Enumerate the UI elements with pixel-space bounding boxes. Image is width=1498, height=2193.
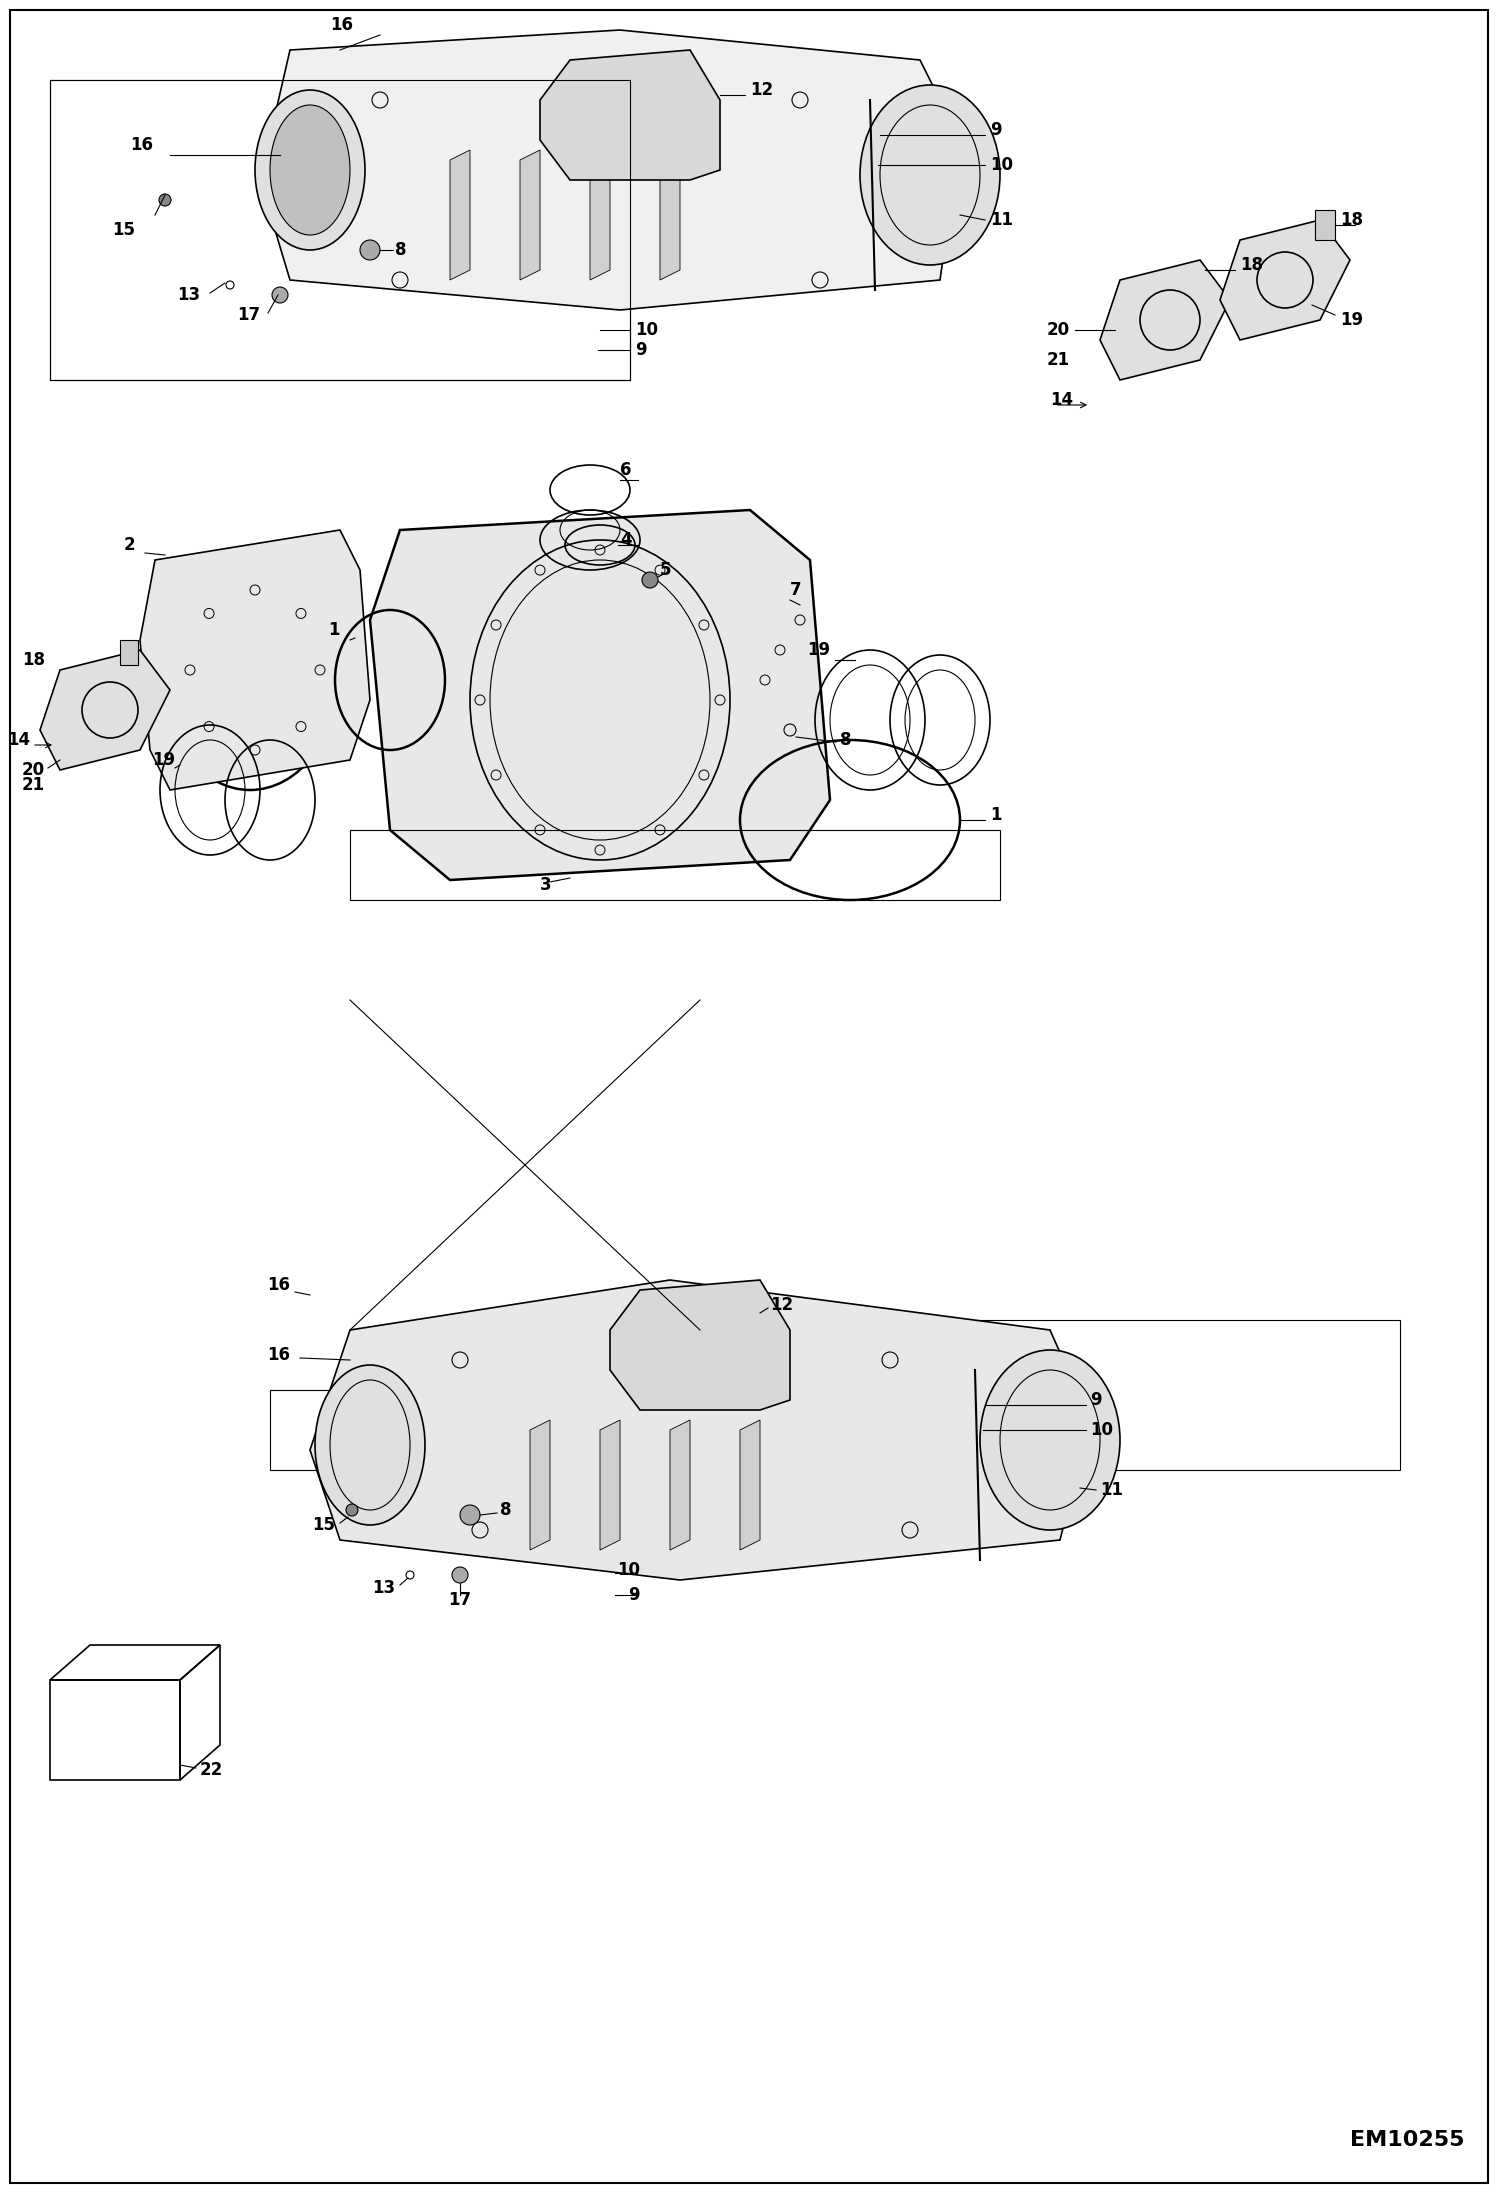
Polygon shape	[601, 1421, 620, 1550]
Ellipse shape	[255, 90, 366, 250]
Text: 14: 14	[7, 730, 30, 750]
Polygon shape	[139, 531, 370, 789]
Polygon shape	[1100, 261, 1230, 379]
Circle shape	[360, 239, 380, 261]
Polygon shape	[590, 149, 610, 281]
Ellipse shape	[315, 1364, 425, 1524]
Text: 21: 21	[1047, 351, 1070, 368]
Text: 22: 22	[201, 1761, 223, 1779]
Text: 9: 9	[628, 1586, 640, 1603]
Circle shape	[460, 1504, 479, 1524]
Polygon shape	[310, 1281, 1091, 1579]
Text: 14: 14	[1050, 390, 1073, 410]
Text: 8: 8	[500, 1500, 511, 1520]
Text: 19: 19	[151, 750, 175, 770]
Text: EM10255: EM10255	[1350, 2129, 1465, 2149]
Text: 2: 2	[123, 535, 135, 555]
Text: 1: 1	[990, 807, 1002, 825]
Polygon shape	[449, 149, 470, 281]
Text: 15: 15	[312, 1515, 336, 1533]
Text: 10: 10	[1091, 1421, 1113, 1439]
Polygon shape	[670, 1421, 691, 1550]
Text: 9: 9	[1091, 1390, 1101, 1408]
Text: 20: 20	[1047, 320, 1070, 340]
Ellipse shape	[980, 1351, 1121, 1531]
Text: 9: 9	[990, 121, 1002, 138]
Text: 9: 9	[635, 340, 647, 360]
Text: 10: 10	[635, 320, 658, 340]
Text: 1: 1	[328, 621, 340, 638]
Text: 8: 8	[395, 241, 406, 259]
Text: 3: 3	[539, 875, 551, 895]
Text: 12: 12	[750, 81, 773, 99]
Polygon shape	[261, 31, 960, 309]
Text: 7: 7	[789, 581, 801, 599]
Text: 18: 18	[1240, 257, 1263, 274]
Ellipse shape	[860, 86, 1001, 265]
Text: 11: 11	[1100, 1480, 1124, 1500]
Circle shape	[159, 193, 171, 206]
Polygon shape	[520, 149, 539, 281]
Circle shape	[346, 1504, 358, 1515]
Text: 19: 19	[1341, 311, 1363, 329]
Text: 5: 5	[661, 561, 671, 579]
Circle shape	[452, 1568, 467, 1583]
Bar	[1315, 211, 1335, 239]
Polygon shape	[530, 1421, 550, 1550]
Text: 15: 15	[112, 221, 135, 239]
Polygon shape	[661, 149, 680, 281]
Text: 17: 17	[448, 1590, 472, 1610]
Text: 16: 16	[330, 15, 354, 35]
Text: 19: 19	[807, 640, 830, 660]
Text: 12: 12	[770, 1296, 792, 1314]
Text: 16: 16	[267, 1276, 291, 1294]
Polygon shape	[740, 1421, 759, 1550]
Text: 13: 13	[372, 1579, 395, 1597]
Text: 6: 6	[620, 461, 632, 478]
Polygon shape	[539, 50, 721, 180]
Bar	[49, 1680, 180, 1781]
Text: 4: 4	[620, 531, 632, 548]
Text: 16: 16	[267, 1347, 291, 1364]
Bar	[120, 640, 138, 664]
Text: 16: 16	[130, 136, 153, 154]
Polygon shape	[370, 511, 830, 879]
Ellipse shape	[270, 105, 351, 235]
Polygon shape	[610, 1281, 789, 1410]
Text: 20: 20	[22, 761, 45, 779]
Text: 10: 10	[617, 1561, 640, 1579]
Circle shape	[643, 572, 658, 588]
Polygon shape	[40, 649, 169, 770]
Text: 18: 18	[22, 651, 45, 669]
Polygon shape	[1219, 219, 1350, 340]
Text: 8: 8	[840, 730, 851, 750]
Text: 17: 17	[237, 307, 261, 325]
Text: 13: 13	[177, 285, 201, 305]
Text: 10: 10	[990, 156, 1013, 173]
Text: 18: 18	[1341, 211, 1363, 228]
Text: 11: 11	[990, 211, 1013, 228]
Text: 21: 21	[22, 776, 45, 794]
Circle shape	[273, 287, 288, 303]
